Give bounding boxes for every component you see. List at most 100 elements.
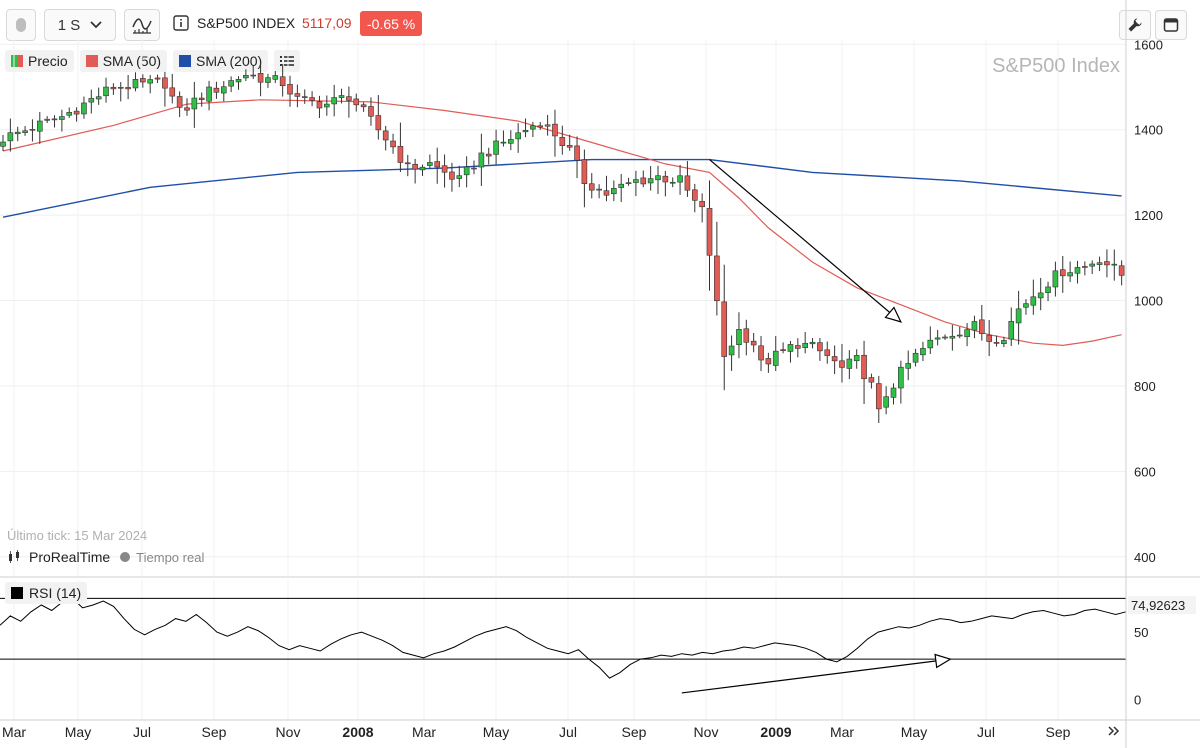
candle-body xyxy=(662,175,669,183)
x-tick-label: Sep xyxy=(202,724,227,740)
candle-body xyxy=(382,130,389,141)
candle-body xyxy=(36,120,43,132)
candle-body xyxy=(1118,265,1125,276)
candle-body xyxy=(390,140,396,148)
candle-body xyxy=(59,116,65,120)
candle-body xyxy=(463,166,470,176)
y-tick-label: 800 xyxy=(1134,379,1156,394)
interval-select[interactable]: 1 S xyxy=(44,9,116,41)
candle-body xyxy=(765,358,772,365)
candle-body xyxy=(1082,266,1088,268)
candle-body xyxy=(169,87,176,97)
provider-mode: Tiempo real xyxy=(136,549,205,565)
candle-body xyxy=(853,355,860,362)
scroll-right-button[interactable] xyxy=(1105,722,1123,740)
candle-body xyxy=(419,166,426,171)
candle-body xyxy=(920,348,926,356)
candle-body xyxy=(434,161,441,168)
candle-body xyxy=(353,98,360,106)
candle-body xyxy=(44,118,50,121)
candle-body xyxy=(110,86,117,90)
list-icon xyxy=(280,56,295,66)
candle-body xyxy=(206,86,212,102)
candle-body xyxy=(500,141,507,144)
legend-item-sma50[interactable]: SMA (50) xyxy=(79,50,168,72)
candle-body xyxy=(750,340,757,346)
legend: Precio SMA (50) SMA (200) xyxy=(5,50,301,72)
change-percent-badge: -0.65 % xyxy=(360,11,423,36)
legend-label: SMA (50) xyxy=(102,53,162,69)
candle-body xyxy=(743,328,750,343)
candle-body xyxy=(176,96,183,108)
legend-list-button[interactable] xyxy=(274,50,301,72)
chevron-down-icon xyxy=(90,21,102,29)
candle-body xyxy=(868,377,875,383)
candle-body xyxy=(787,344,794,352)
wrench-icon xyxy=(1128,18,1142,32)
candle-body xyxy=(228,80,234,87)
collapse-handle-icon[interactable] xyxy=(6,9,36,41)
candle-body xyxy=(471,167,477,170)
candle-body xyxy=(1067,272,1073,277)
candle-body xyxy=(611,188,617,195)
legend-item-sma200[interactable]: SMA (200) xyxy=(173,50,269,72)
candle-body xyxy=(22,130,28,133)
rsi-line xyxy=(0,597,1127,679)
candle-body xyxy=(898,366,904,389)
window-icon xyxy=(1163,18,1179,32)
interval-label: 1 S xyxy=(57,16,81,34)
candle-body xyxy=(618,183,624,188)
candle-body xyxy=(51,118,58,121)
candle-body xyxy=(95,96,102,100)
candle-body xyxy=(243,75,249,79)
candle-body xyxy=(73,110,80,115)
candle-body xyxy=(412,163,418,170)
candle-body xyxy=(427,162,433,166)
indicators-button[interactable] xyxy=(124,9,160,41)
candle-body xyxy=(485,153,492,157)
candle-body xyxy=(1104,261,1110,266)
candle-body xyxy=(0,141,6,147)
candle-body xyxy=(449,171,455,180)
candle-body xyxy=(986,334,992,342)
candle-body xyxy=(220,86,227,94)
x-tick-label: 2008 xyxy=(342,724,373,740)
window-button[interactable] xyxy=(1155,10,1187,40)
candle-body xyxy=(603,190,610,196)
candle-body xyxy=(331,97,337,105)
candle-body xyxy=(162,77,168,89)
candle-body xyxy=(1096,262,1103,265)
candle-body xyxy=(861,354,867,380)
price-swatch-icon xyxy=(11,55,23,67)
x-tick-label: Nov xyxy=(276,724,301,740)
candle-body xyxy=(677,175,683,183)
indicators-icon xyxy=(132,18,152,34)
candle-body xyxy=(493,140,499,155)
x-tick-label: Jul xyxy=(977,724,995,740)
settings-button[interactable] xyxy=(1119,10,1151,40)
rsi-legend[interactable]: RSI (14) xyxy=(5,582,88,604)
candle-body xyxy=(117,86,124,89)
candle-body xyxy=(772,350,779,366)
candle-body xyxy=(316,101,323,109)
candle-body xyxy=(346,96,352,101)
candle-body xyxy=(515,132,521,140)
candle-body xyxy=(706,208,713,256)
candle-body xyxy=(574,145,580,161)
x-tick-label: Mar xyxy=(2,724,26,740)
legend-item-price[interactable]: Precio xyxy=(5,50,74,72)
candle-body xyxy=(125,87,131,90)
candle-body xyxy=(964,329,970,338)
candle-body xyxy=(758,345,764,361)
candle-body xyxy=(7,132,14,142)
candle-body xyxy=(147,79,153,84)
candle-body xyxy=(508,139,514,144)
candle-body xyxy=(588,183,595,191)
sma200-line xyxy=(2,158,1122,218)
candle-body xyxy=(839,360,845,368)
watermark: S&P500 Index xyxy=(992,55,1120,77)
candle-body xyxy=(728,345,735,356)
candle-body xyxy=(949,335,956,339)
info-icon[interactable] xyxy=(173,15,189,36)
